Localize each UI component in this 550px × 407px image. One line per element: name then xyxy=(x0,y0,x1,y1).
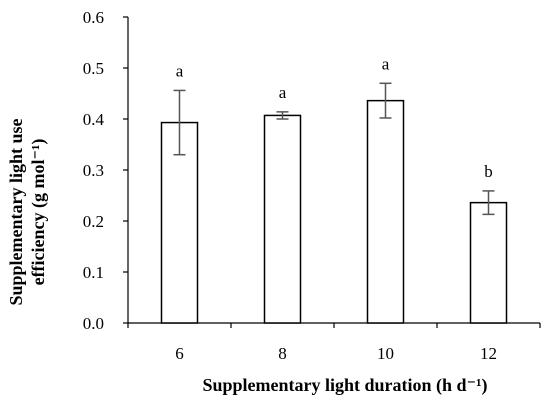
significance-letter: a xyxy=(176,61,184,80)
bar-10 xyxy=(366,99,405,324)
bars: a a a b xyxy=(160,54,508,324)
y-tick-label: 0.6 xyxy=(83,8,104,27)
significance-letter: a xyxy=(382,54,390,73)
bar-12 xyxy=(469,201,508,324)
y-tick-label: 0.1 xyxy=(83,263,104,282)
x-tick-label: 8 xyxy=(278,344,287,363)
y-axis-title-line1: Supplementary light use xyxy=(6,118,26,305)
x-axis-title: Supplementary light duration (h d⁻¹) xyxy=(203,375,488,396)
x-ticks: 6 8 10 12 xyxy=(127,323,541,363)
y-tick-label: 0.2 xyxy=(83,212,104,231)
y-axis-title-line2: efficiency (g mol⁻¹) xyxy=(28,139,49,286)
y-tick-label: 0.5 xyxy=(83,59,104,78)
x-tick-label: 10 xyxy=(377,344,394,363)
y-tick-label: 0.3 xyxy=(83,161,104,180)
x-tick-label: 6 xyxy=(175,344,184,363)
y-axis-title: Supplementary light use efficiency (g mo… xyxy=(6,118,49,305)
y-ticks: 0.0 0.1 0.2 0.3 0.4 0.5 0.6 xyxy=(83,8,128,333)
significance-letter: b xyxy=(484,162,493,181)
y-tick-label: 0.0 xyxy=(83,314,104,333)
x-tick-label: 12 xyxy=(480,344,497,363)
significance-letter: a xyxy=(279,83,287,102)
y-tick-label: 0.4 xyxy=(83,110,105,129)
bar-8 xyxy=(263,114,302,324)
